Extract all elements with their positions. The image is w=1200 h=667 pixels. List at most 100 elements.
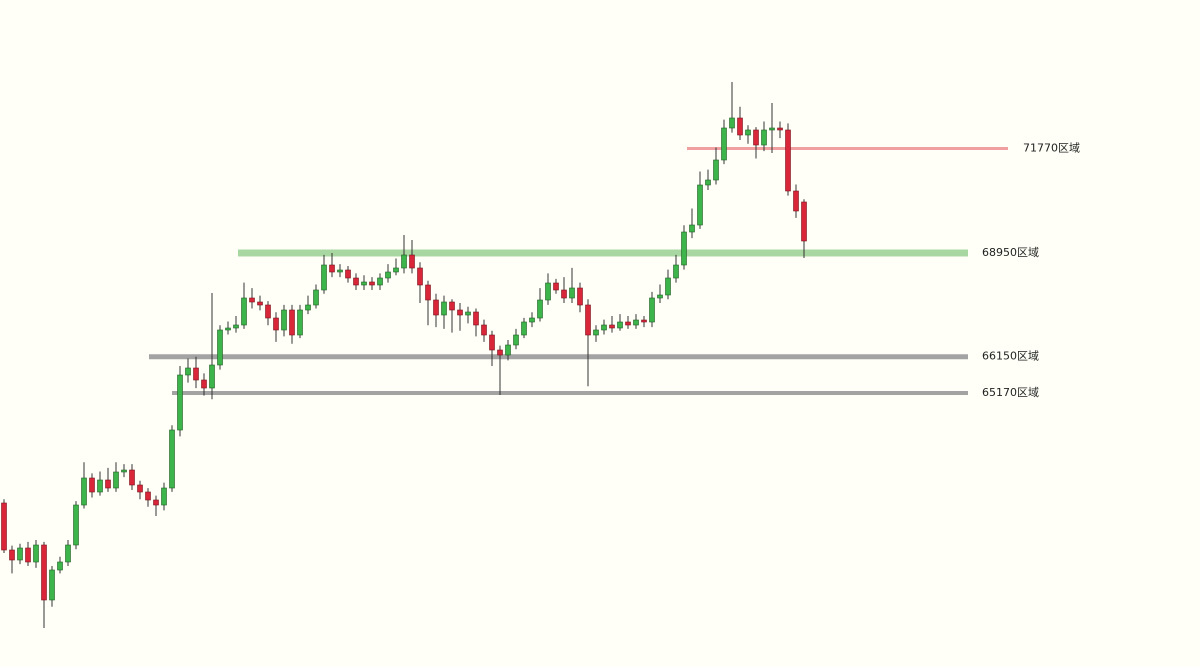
candle-body <box>369 281 375 286</box>
candle-body <box>209 364 215 389</box>
candle-body <box>609 324 615 329</box>
candle-body <box>153 499 159 506</box>
candle-body <box>65 544 71 563</box>
candle-body <box>577 287 583 306</box>
candle-body <box>457 309 463 316</box>
candle-body <box>321 264 327 291</box>
candle-body <box>657 294 663 299</box>
candle-body <box>761 129 767 146</box>
level-label: 65170区域 <box>982 386 1039 399</box>
candle-body <box>241 297 247 326</box>
candle-body <box>41 544 47 601</box>
candle-body <box>497 349 503 356</box>
candle-body <box>745 129 751 136</box>
candle-body <box>673 264 679 279</box>
candle-body <box>385 271 391 279</box>
candle-body <box>145 491 151 501</box>
candle-body <box>281 309 287 331</box>
candle-body <box>441 301 447 316</box>
candle-body <box>353 277 359 286</box>
candle-body <box>57 561 63 571</box>
candle-body <box>409 254 415 269</box>
candle-body <box>377 277 383 286</box>
candle-body <box>297 309 303 336</box>
candle-body <box>249 297 255 303</box>
candle-body <box>289 309 295 336</box>
candle-body <box>513 334 519 346</box>
candle-body <box>185 367 191 376</box>
candle-body <box>633 319 639 326</box>
level-label: 66150区域 <box>982 350 1039 363</box>
candle-body <box>273 317 279 331</box>
candle-body <box>625 321 631 326</box>
candle-body <box>785 129 791 192</box>
candle-body <box>305 304 311 311</box>
candle-body <box>201 379 207 389</box>
candle-body <box>25 547 31 563</box>
candle-body <box>537 299 543 319</box>
candle-body <box>393 267 399 273</box>
candle-body <box>561 289 567 299</box>
candle-body <box>33 544 39 563</box>
candle-body <box>753 129 759 146</box>
candle-body <box>257 301 263 306</box>
candle-body <box>161 487 167 506</box>
candle-body <box>137 484 143 493</box>
candle-body <box>233 324 239 329</box>
candle-body <box>225 327 231 331</box>
candle-body <box>401 254 407 269</box>
candle-body <box>705 179 711 186</box>
candle-body <box>217 329 223 366</box>
candle-body <box>649 297 655 323</box>
candle-body <box>193 367 199 381</box>
candle-body <box>169 429 175 489</box>
candle-body <box>81 477 87 506</box>
candle-body <box>49 569 55 601</box>
candle-body <box>425 284 431 301</box>
candle-body <box>521 321 527 336</box>
candle-body <box>737 117 743 136</box>
candle-body <box>177 374 183 431</box>
candle-body <box>89 477 95 493</box>
candle-body <box>329 264 335 273</box>
candle-body <box>689 224 695 233</box>
candle-body <box>585 304 591 336</box>
candle-body <box>105 479 111 489</box>
candle-body <box>801 201 807 242</box>
candle-body <box>337 269 343 273</box>
candle-body <box>17 547 23 561</box>
candle-body <box>793 190 799 212</box>
level-label: 68950区域 <box>982 246 1039 259</box>
candle-body <box>601 324 607 331</box>
candle-body <box>545 282 551 301</box>
candle-body <box>665 277 671 296</box>
candle-body <box>641 319 647 323</box>
candle-body <box>617 321 623 329</box>
candle-body <box>697 184 703 226</box>
candle-body <box>361 281 367 286</box>
candle-body <box>777 127 783 131</box>
candle-body <box>713 159 719 181</box>
candle-body <box>729 117 735 129</box>
candle-body <box>345 269 351 279</box>
candle-body <box>113 471 119 489</box>
candle-body <box>9 549 15 561</box>
candle-body <box>569 287 575 299</box>
candle-body <box>593 329 599 336</box>
candle-body <box>681 231 687 266</box>
candle-body <box>433 299 439 316</box>
candle-body <box>129 469 135 486</box>
candle-body <box>313 289 319 306</box>
candle-body <box>553 282 559 291</box>
candle-body <box>121 469 127 473</box>
candle-body <box>529 317 535 323</box>
candle-body <box>489 334 495 351</box>
candle-body <box>769 127 775 131</box>
level-label: 71770区域 <box>1023 142 1080 155</box>
candle-body <box>265 304 271 319</box>
candle-body <box>473 311 479 326</box>
candle-body <box>449 301 455 311</box>
